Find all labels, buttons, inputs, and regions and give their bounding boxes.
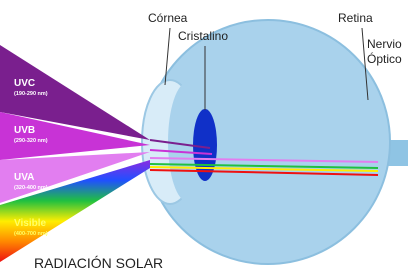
caption: RADIACIÓN SOLAR	[34, 255, 163, 271]
eye-diagram: Córnea Cristalino Retina Nervio Óptico U…	[0, 0, 408, 278]
band-range: (190-290 nm)	[14, 91, 48, 97]
band-range: (290-320 nm)	[14, 138, 48, 144]
optic-nerve-label: Nervio	[367, 37, 402, 51]
optic-nerve-label: Óptico	[367, 51, 402, 66]
band-name: Visible	[14, 218, 46, 229]
band-range: (400-700 nm)	[14, 231, 48, 237]
band-name: UVC	[14, 78, 35, 89]
lens-label: Cristalino	[178, 29, 228, 43]
cornea-label: Córnea	[148, 11, 188, 25]
retina-label: Retina	[338, 11, 373, 25]
band-name: UVB	[14, 125, 35, 136]
band-name: UVA	[14, 172, 34, 183]
band-range: (320-400 nm)	[14, 185, 48, 191]
